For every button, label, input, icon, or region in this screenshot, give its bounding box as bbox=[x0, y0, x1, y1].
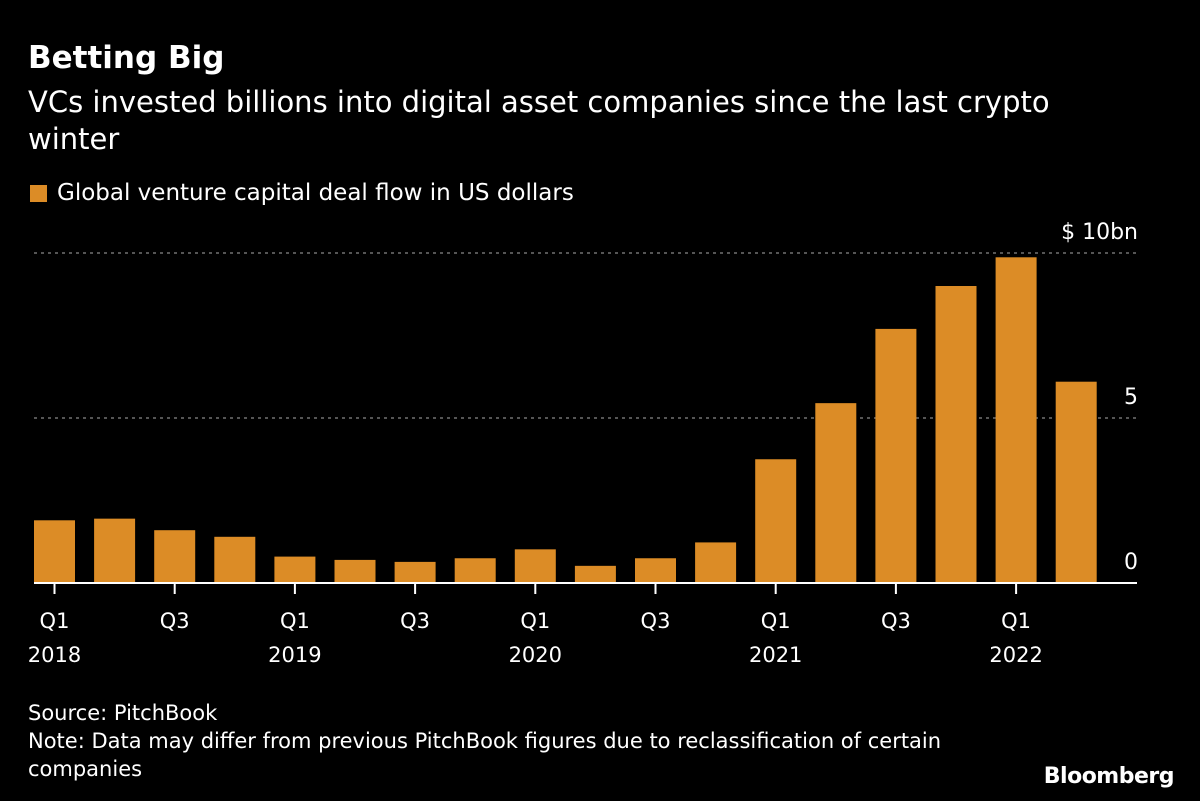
bar bbox=[875, 328, 917, 583]
y-tick-label: 5 bbox=[1124, 385, 1138, 410]
bar bbox=[574, 565, 616, 583]
bar bbox=[755, 459, 797, 583]
source-note: Source: PitchBook bbox=[28, 701, 218, 725]
x-tick-label: Q1 bbox=[40, 609, 70, 633]
bar bbox=[394, 561, 436, 583]
x-tick-label: Q1 bbox=[761, 609, 791, 633]
x-tick-label: Q3 bbox=[160, 609, 190, 633]
x-tick-year-label: 2021 bbox=[749, 643, 802, 667]
x-tick-year-label: 2020 bbox=[509, 643, 562, 667]
bar bbox=[34, 520, 75, 583]
x-tick-label: Q3 bbox=[400, 609, 430, 633]
x-tick-year-label: 2018 bbox=[28, 643, 81, 667]
chart-subtitle: VCs invested billions into digital asset… bbox=[28, 85, 1050, 156]
bar bbox=[1055, 381, 1097, 583]
bar bbox=[935, 286, 977, 583]
x-tick-year-label: 2019 bbox=[268, 643, 321, 667]
bar bbox=[454, 558, 496, 583]
footer: Source: PitchBook Note: Data may differ … bbox=[28, 699, 968, 783]
chart-title: Betting Big bbox=[28, 40, 225, 76]
legend-label: Global venture capital deal flow in US d… bbox=[57, 180, 574, 206]
x-tick-label: Q1 bbox=[280, 609, 310, 633]
data-note: Note: Data may differ from previous Pitc… bbox=[28, 729, 942, 781]
bar bbox=[274, 556, 316, 583]
legend: Global venture capital deal flow in US d… bbox=[30, 180, 574, 206]
bar bbox=[635, 558, 676, 583]
bar bbox=[695, 542, 737, 583]
y-tick-label: 0 bbox=[1124, 550, 1138, 575]
x-tick-label: Q3 bbox=[641, 609, 671, 633]
bar bbox=[94, 518, 136, 583]
y-tick-label: $ 10bn bbox=[1061, 220, 1138, 245]
bar bbox=[514, 549, 556, 583]
bar bbox=[154, 530, 196, 583]
bar bbox=[995, 257, 1037, 583]
bar bbox=[214, 536, 256, 583]
bar bbox=[815, 403, 857, 583]
x-tick-label: Q1 bbox=[520, 609, 550, 633]
x-tick-label: Q3 bbox=[881, 609, 911, 633]
bloomberg-logo: Bloomberg bbox=[1043, 764, 1175, 789]
legend-swatch bbox=[30, 184, 47, 202]
x-tick-year-label: 2022 bbox=[989, 643, 1042, 667]
x-tick-label: Q1 bbox=[1001, 609, 1031, 633]
bar bbox=[334, 559, 376, 583]
